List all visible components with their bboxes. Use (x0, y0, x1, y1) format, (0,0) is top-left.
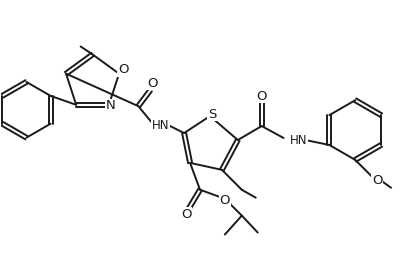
Text: O: O (372, 174, 383, 187)
Text: HN: HN (151, 119, 169, 131)
Text: N: N (106, 99, 116, 112)
Text: S: S (208, 108, 216, 121)
Text: O: O (181, 208, 191, 221)
Text: O: O (118, 63, 128, 76)
Text: O: O (220, 194, 230, 207)
Text: O: O (256, 90, 267, 103)
Text: O: O (147, 77, 158, 90)
Text: HN: HN (289, 135, 307, 148)
